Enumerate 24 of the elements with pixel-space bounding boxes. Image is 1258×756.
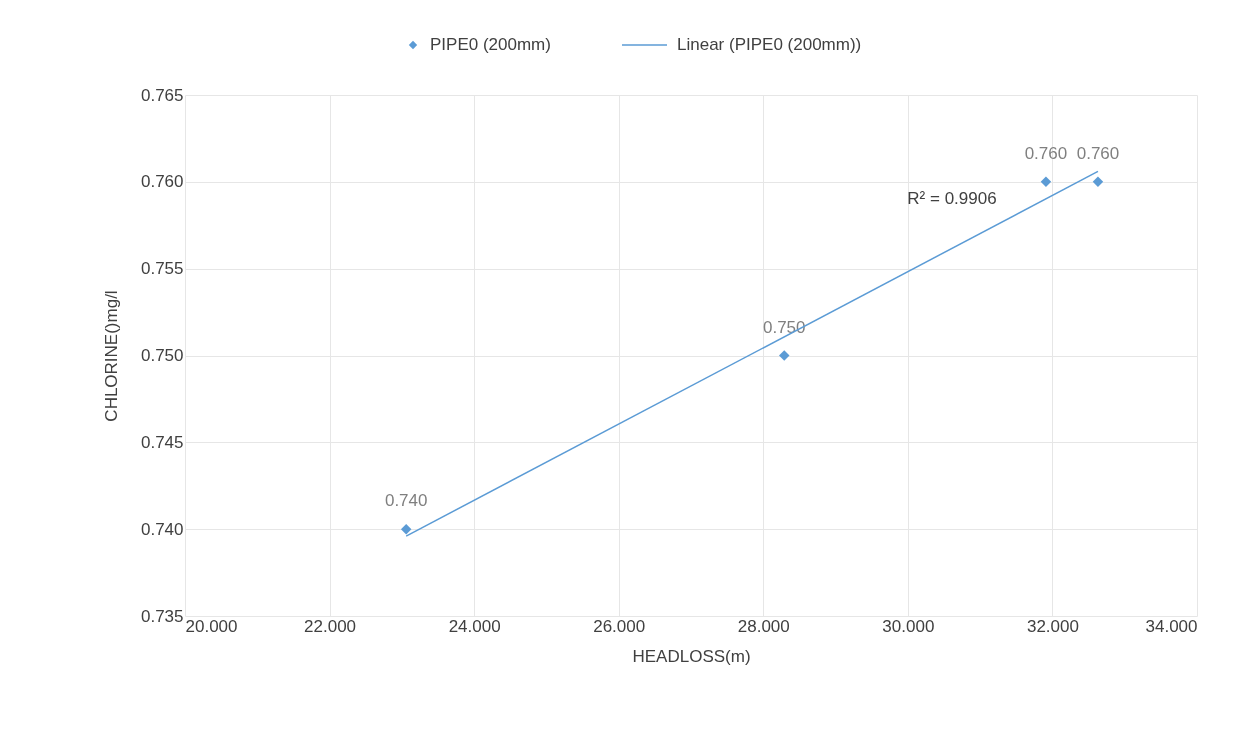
y-tick-label: 0.740	[140, 519, 184, 539]
y-tick-label: 0.755	[140, 259, 184, 279]
data-label: 0.750	[762, 317, 806, 337]
x-tick-label: 34.000	[1145, 616, 1198, 636]
x-tick-label: 20.000	[185, 616, 238, 636]
data-label: 0.740	[384, 491, 428, 511]
data-label: 0.760	[1076, 143, 1120, 163]
legend-label: Linear (PIPE0 (200mm))	[677, 35, 862, 54]
legend-label: PIPE0 (200mm)	[430, 35, 551, 54]
x-tick-label: 28.000	[737, 616, 790, 636]
x-tick-label: 30.000	[882, 616, 935, 636]
x-tick-label: 32.000	[1026, 616, 1079, 636]
y-tick-label: 0.750	[140, 346, 184, 365]
y-tick-label: 0.735	[140, 606, 184, 626]
x-tick-label: 22.000	[304, 616, 357, 636]
x-tick-label: 26.000	[593, 616, 646, 636]
annotation: R² = 0.9906	[907, 189, 997, 208]
y-tick-label: 0.760	[140, 172, 184, 192]
x-tick-label: 24.000	[448, 616, 501, 636]
data-label: 0.760	[1024, 143, 1068, 163]
x-axis-title: HEADLOSS(m)	[632, 646, 751, 666]
y-tick-label: 0.765	[140, 85, 184, 105]
y-tick-label: 0.745	[140, 432, 184, 452]
y-axis-title: CHLORINE()mg/l	[101, 290, 121, 422]
